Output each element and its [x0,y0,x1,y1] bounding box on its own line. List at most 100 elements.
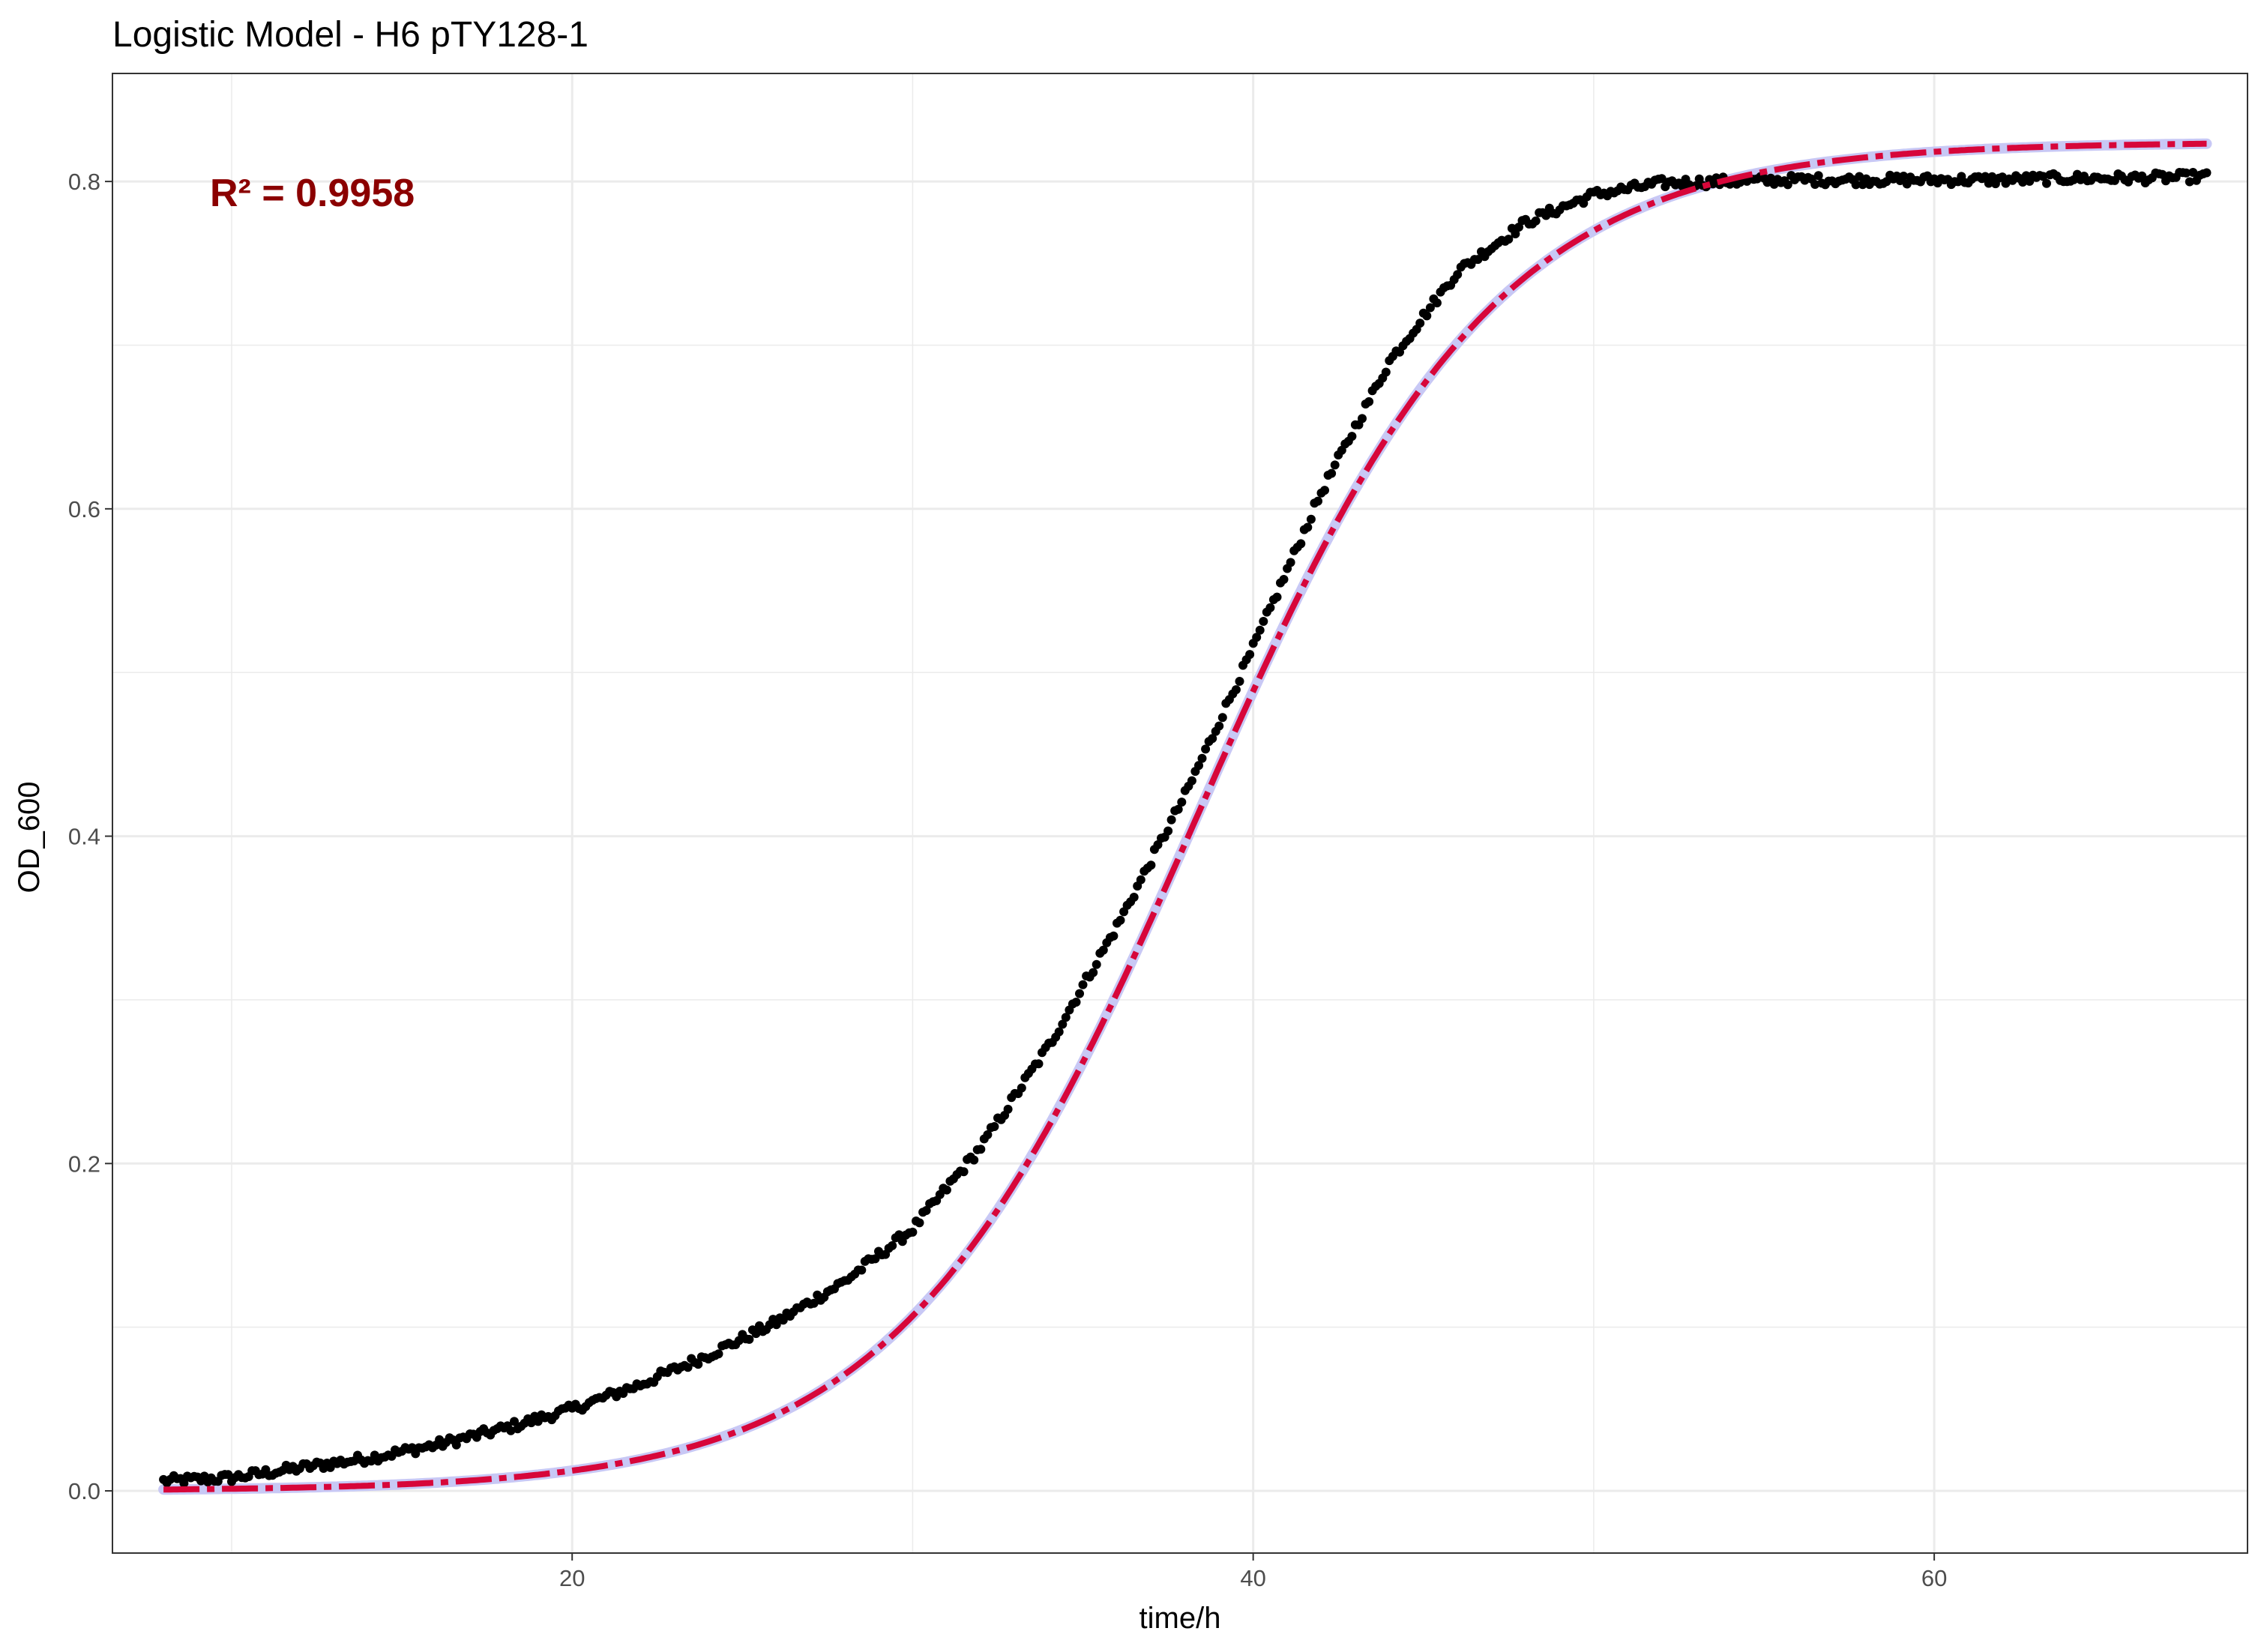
data-point [1017,1083,1026,1093]
data-point [915,1218,924,1228]
y-axis-title: OD_600 [13,782,46,893]
data-point [683,1363,693,1372]
data-point [1208,734,1217,744]
data-point [1217,713,1227,723]
data-point [1245,650,1255,660]
data-point [1415,319,1425,328]
data-point [1358,414,1367,423]
data-point [1473,255,1483,265]
data-point [959,1167,969,1177]
data-point [2202,168,2212,178]
fit-line [163,140,2207,1493]
data-point [1116,915,1125,925]
data-point [179,1478,189,1488]
data-point [809,1298,819,1308]
data-point [1092,959,1101,969]
data-point [1265,603,1275,612]
data-point [1279,575,1289,584]
data-point [1364,397,1374,406]
data-point [1034,1059,1044,1069]
data-point [2110,175,2119,185]
data-point [1054,1027,1064,1037]
data-point [223,1470,233,1480]
data-point [1453,270,1463,280]
data-point [1187,776,1196,786]
data-point [1902,179,1912,189]
data-point [1078,980,1088,989]
x-axis-title: time/h [1139,1602,1221,1635]
data-point [1381,367,1391,377]
data-point [1504,235,1514,244]
data-point [921,1206,931,1215]
data-point [1320,486,1329,495]
data-point [983,1130,993,1139]
data-point [1899,172,1909,181]
data-point [2042,178,2051,188]
data-point [857,1265,867,1275]
data-point [1347,432,1357,441]
r-squared-annotation: R² = 0.9958 [210,172,415,215]
data-point [1851,180,1861,190]
data-point [506,1426,516,1435]
data-point [1003,1104,1013,1114]
data-point [1163,826,1173,836]
data-point [1286,558,1295,567]
y-tick-label: 0.0 [68,1478,100,1504]
data-point [1231,685,1241,695]
data-point [894,1230,904,1240]
data-point [1855,172,1864,181]
data-point [1306,514,1316,524]
data-point [2182,168,2191,178]
data-point [1098,945,1108,955]
data-point [1531,216,1541,226]
data-point [1813,171,1823,181]
y-tick-label: 0.8 [68,169,100,195]
data-point [1422,311,1432,321]
data-point [1425,303,1435,313]
grid-lines [112,73,2248,1553]
data-point [1214,721,1224,731]
y-tick-label: 0.4 [68,824,100,850]
data-point [870,1254,880,1264]
data-point [1058,1019,1068,1029]
data-point [1129,893,1139,902]
data-point [1173,804,1183,814]
data-point [1327,468,1337,478]
data-point [1296,539,1306,549]
data-point [1432,298,1442,308]
data-point [714,1349,723,1359]
data-point [908,1227,918,1237]
data-point [1981,172,1990,181]
data-point [1089,968,1098,977]
data-point [1197,753,1207,763]
data-point [942,1185,951,1195]
data-point [1541,211,1551,220]
data-point [1177,798,1187,807]
data-point [1657,174,1667,184]
data-point [510,1417,519,1426]
x-tick-label: 20 [559,1565,585,1591]
data-point [1166,815,1176,825]
plot-panel-border [112,73,2248,1554]
data-point [1783,180,1792,190]
y-tick-label: 0.2 [68,1151,100,1177]
data-point [976,1145,986,1154]
data-point [771,1320,781,1330]
data-point [1201,744,1211,754]
data-point [1071,998,1081,1007]
chart-title: Logistic Model - H6 pTY128-1 [112,15,588,55]
data-point [451,1440,461,1450]
data-point [1511,229,1520,238]
data-point [1810,180,1820,189]
data-points [159,168,2212,1488]
data-point [1235,677,1244,686]
data-point [1109,931,1119,941]
x-tick-label: 60 [1921,1565,1947,1591]
data-point [1075,989,1084,998]
data-point [990,1122,999,1131]
data-point [2188,168,2198,177]
data-point [1303,522,1313,532]
x-axis: 20 40 60 [559,1553,1947,1591]
data-point [1272,592,1282,602]
